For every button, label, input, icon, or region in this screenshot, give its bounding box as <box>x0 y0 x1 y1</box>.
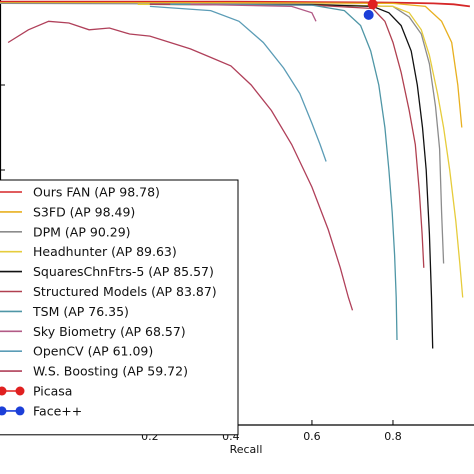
series-line-0 <box>0 0 471 8</box>
x-axis-label: Recall <box>230 443 263 456</box>
legend: Ours FAN (AP 98.78) S3FD (AP 98.49) DPM (A… <box>0 179 239 436</box>
series-line-7 <box>190 3 317 22</box>
x-tick-label: 0.8 <box>384 430 402 443</box>
legend-label-4: SquaresChnFtrs-5 (AP 85.57) <box>33 264 214 279</box>
legend-box <box>0 179 239 436</box>
series-line-4 <box>149 3 434 349</box>
legend-label-7: Sky Biometry (AP 68.57) <box>33 324 186 339</box>
legend-label-9: W.S. Boosting (AP 59.72) <box>33 364 188 379</box>
series-line-3 <box>137 3 464 298</box>
legend-label-6: TSM (AP 76.35) <box>32 304 129 319</box>
legend-marker-10 <box>15 386 25 396</box>
series-line-1 <box>0 1 463 128</box>
legend-label-0: Ours FAN (AP 98.78) <box>33 185 160 200</box>
series-marker-11 <box>363 9 374 20</box>
series-marker-10 <box>367 0 378 10</box>
x-tick-label: 0.6 <box>303 430 321 443</box>
legend-label-11: Face++ <box>33 403 82 418</box>
legend-marker-11 <box>15 406 25 416</box>
legend-label-10: Picasa <box>33 384 72 399</box>
series-line-9 <box>7 20 354 311</box>
legend-label-8: OpenCV (AP 61.09) <box>33 344 153 359</box>
series-line-6 <box>170 3 398 341</box>
series-line-8 <box>149 5 327 162</box>
legend-label-1: S3FD (AP 98.49) <box>33 204 135 219</box>
legend-label-5: Structured Models (AP 83.87) <box>33 284 217 299</box>
legend-marker-10 <box>0 386 7 396</box>
legend-marker-11 <box>0 406 7 416</box>
series-line-5 <box>149 3 425 268</box>
legend-label-3: Headhunter (AP 89.63) <box>33 244 177 259</box>
series-layer <box>0 0 471 349</box>
legend-label-2: DPM (AP 90.29) <box>33 224 131 239</box>
